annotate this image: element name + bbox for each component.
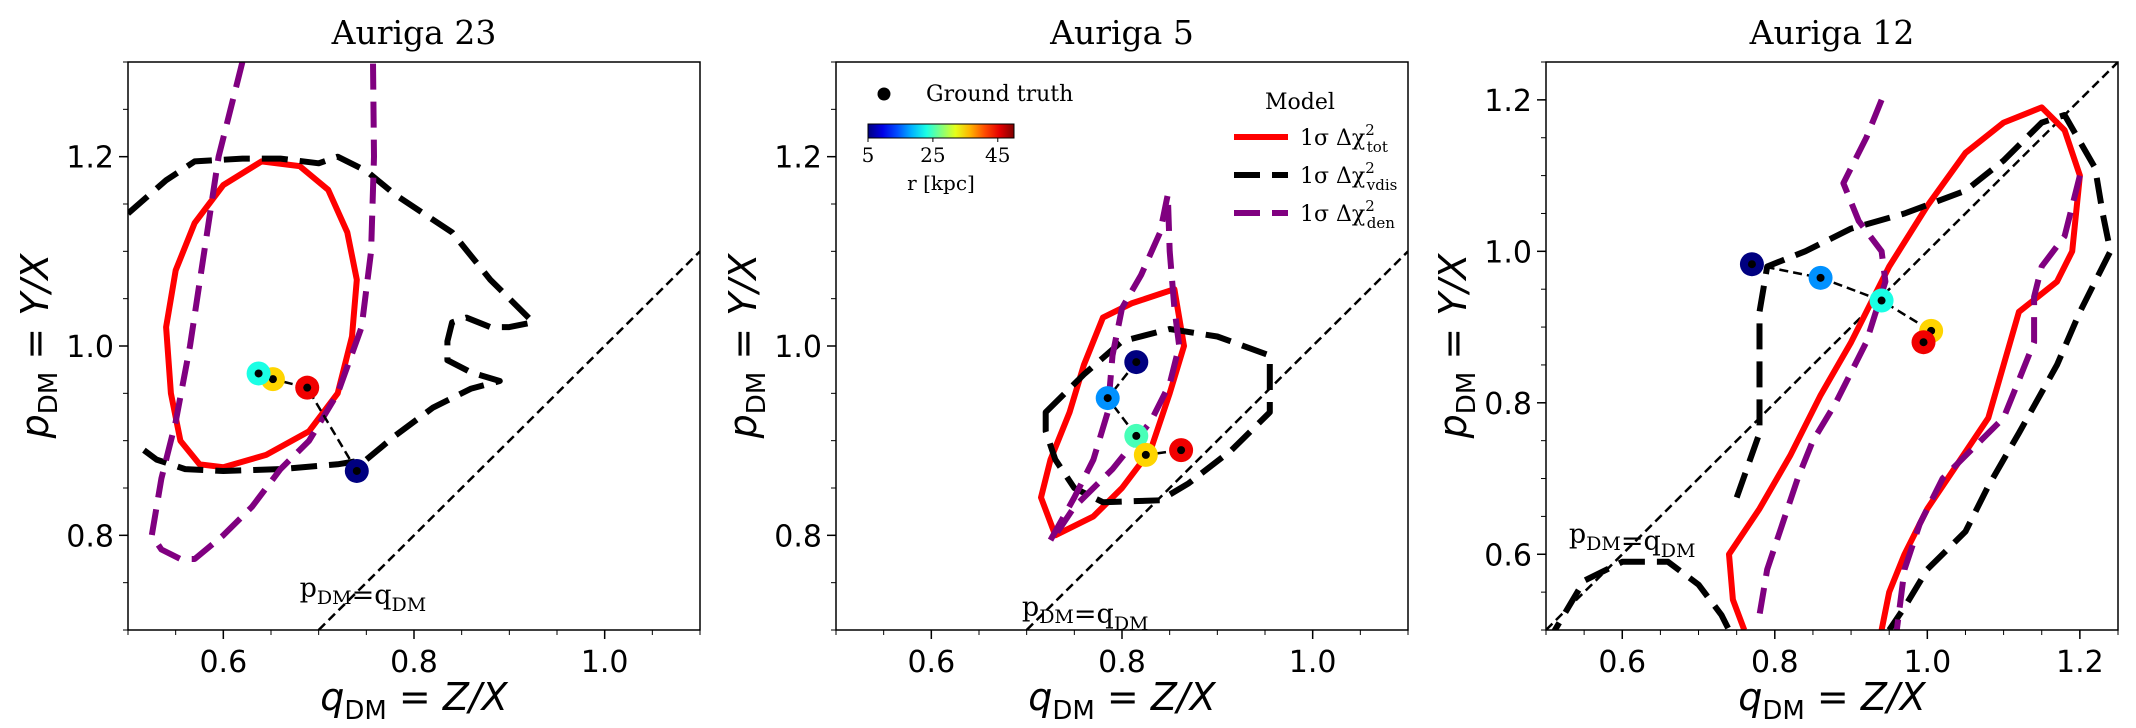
- y-tick-label: 1.0: [774, 330, 822, 365]
- ground-truth-center: [254, 369, 263, 378]
- diagonal-label: pDM=qDM: [300, 573, 427, 616]
- ground-truth-center: [1877, 296, 1886, 305]
- ground-truth-center: [1132, 358, 1141, 367]
- plot-area: [128, 62, 700, 630]
- x-tick-label: 0.8: [390, 645, 438, 680]
- x-axis-label: qDM = Z/X: [320, 675, 508, 726]
- contour-vdis: [1551, 558, 1732, 630]
- y-tick-label: 0.8: [66, 519, 114, 554]
- contour-tot: [1726, 104, 2083, 630]
- panel-1: Auriga 23 pDM=qDM 0.6 0.8 1.0 0.8 1.0 1.2 qDM = …: [13, 13, 701, 726]
- colorbar: [867, 123, 1015, 139]
- ground-truth-center: [1103, 394, 1112, 403]
- colorbar-label: r [kpc]: [907, 171, 975, 195]
- panel-title: Auriga 23: [331, 13, 497, 52]
- contour-vdis: [128, 153, 537, 474]
- ground-truth-center: [1141, 450, 1150, 459]
- y-tick-label: 1.2: [66, 141, 114, 176]
- y-tick-label: 0.8: [1484, 387, 1532, 422]
- ground-truth-center: [352, 466, 361, 475]
- diagonal-line: [1025, 250, 1408, 630]
- x-axis-label: qDM = Z/X: [1028, 675, 1216, 726]
- y-tick-label: 1.0: [66, 330, 114, 365]
- panel-title: Auriga 5: [1049, 13, 1194, 52]
- contour-tot: [1038, 286, 1187, 539]
- x-tick-label: 0.6: [1598, 645, 1646, 680]
- colorbar-tick-label: 5: [862, 143, 875, 167]
- y-tick-label: 1.2: [774, 141, 822, 176]
- diagonal-label: pDM=qDM: [1569, 519, 1696, 562]
- legend-model-title: Model: [1265, 90, 1335, 115]
- plot-area: [1025, 191, 1408, 630]
- plot-area: [1546, 62, 2118, 630]
- ground-truth-center: [1177, 446, 1186, 455]
- ground-truth-center: [303, 383, 312, 392]
- contour-den: [148, 62, 377, 562]
- contour-den: [1893, 174, 2083, 630]
- panel-2: Auriga 5 pDM=qDM 0.6 0.8 1.0 0.8 1.0 1.2 qDM = Z…: [721, 13, 1409, 726]
- ground-truth-center: [268, 375, 277, 384]
- ground-truth-center: [1919, 338, 1928, 347]
- y-tick-label: 1.0: [1484, 235, 1532, 270]
- plot-frame: [127, 61, 701, 631]
- y-axis-label: pDM = Y/X: [13, 253, 64, 440]
- contour-vdis: [1733, 112, 2114, 630]
- x-tick-label: 0.6: [199, 645, 247, 680]
- diagonal-line: [1546, 62, 2118, 630]
- contour-vdis: [1042, 326, 1273, 506]
- x-axis-label: qDM = Z/X: [1738, 675, 1926, 726]
- y-tick-label: 0.8: [774, 519, 822, 554]
- contour-den: [1047, 191, 1183, 544]
- legend-ground-truth-label: Ground truth: [926, 82, 1073, 107]
- x-tick-label: 1.0: [1903, 645, 1951, 680]
- x-tick-label: 0.8: [1751, 645, 1799, 680]
- diagonal-label: pDM=qDM: [1022, 592, 1149, 635]
- ground-truth-center: [1132, 431, 1141, 440]
- ground-truth-path: [258, 372, 358, 472]
- y-tick-label: 0.6: [1484, 538, 1532, 573]
- contour-den: [1756, 98, 1889, 616]
- ground-truth-center: [1816, 273, 1825, 282]
- legend-label-den: 1σ Δχ2 den: [1300, 197, 1395, 232]
- y-tick-label: 1.2: [1484, 84, 1532, 119]
- legend-label-tot: 1σ Δχ2 tot: [1300, 121, 1388, 156]
- legend-ground-truth-marker: [877, 87, 891, 101]
- x-tick-label: 1.2: [2056, 645, 2104, 680]
- x-tick-label: 0.6: [907, 645, 955, 680]
- legend-label-vdis: 1σ Δχ2 vdis: [1300, 159, 1397, 194]
- y-axis-label: pDM = Y/X: [1431, 253, 1482, 440]
- x-tick-label: 0.8: [1098, 645, 1146, 680]
- y-axis-label: pDM = Y/X: [721, 253, 772, 440]
- x-tick-label: 1.0: [1289, 645, 1337, 680]
- plot-frame: [1545, 61, 2119, 631]
- ground-truth-path: [1751, 262, 1933, 343]
- colorbar-tick-label: 45: [985, 143, 1010, 167]
- diagonal-line: [317, 250, 700, 630]
- x-tick-label: 1.0: [581, 645, 629, 680]
- panel-3: Auriga 12 pDM=qDM 0.6 0.8 1.0 1.2 0.6 0.8 1.0 1.2…: [1431, 13, 2119, 726]
- ground-truth-center: [1747, 260, 1756, 269]
- panel-title: Auriga 12: [1749, 13, 1915, 52]
- colorbar-tick-label: 25: [920, 143, 945, 167]
